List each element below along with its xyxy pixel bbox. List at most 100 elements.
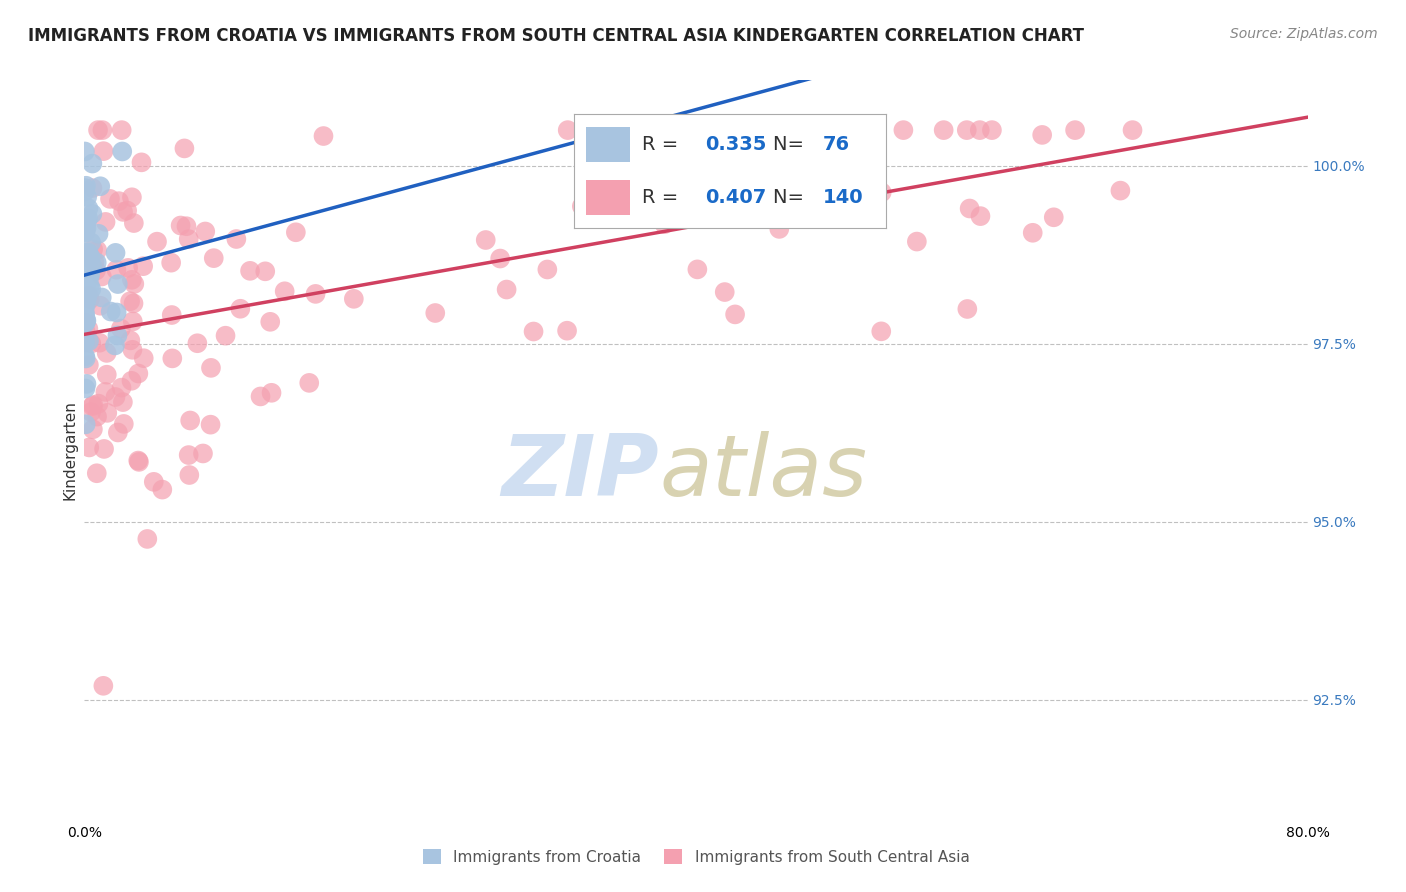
Point [75,280,97,294]
Point [75,221,97,235]
Point [756,123,779,137]
Point [82,398,104,412]
Point [121,374,143,388]
Point [132,351,155,366]
Point [956,123,979,137]
Point [120,334,142,348]
Point [73,349,96,363]
Point [75,334,97,349]
Point [121,343,143,357]
Point [77,202,100,216]
Point [83,254,105,268]
Point [980,123,1002,137]
Point [82,207,104,221]
Point [136,532,159,546]
Point [82,156,104,170]
Point [127,367,149,381]
Point [173,141,195,155]
Point [80,235,103,250]
Point [73,305,96,319]
Point [73,185,96,199]
Point [122,296,145,310]
Point [76,248,98,262]
Point [77,211,100,226]
Point [75,270,97,285]
Point [121,273,143,287]
Point [495,283,517,297]
Point [259,315,281,329]
Point [75,315,97,329]
Point [273,285,295,299]
Point [160,255,183,269]
Point [73,245,96,260]
Point [80,282,103,296]
Point [132,259,155,273]
Point [200,360,222,375]
Point [86,467,108,481]
Point [107,425,129,440]
Point [100,304,122,318]
Point [91,123,114,137]
Point [75,297,97,311]
Point [80,250,103,264]
Point [176,219,198,234]
Point [870,324,893,338]
Point [127,453,149,467]
Point [75,277,97,291]
Point [179,413,201,427]
Point [536,262,558,277]
Point [249,389,271,403]
Point [343,292,366,306]
Point [105,305,128,319]
Point [73,297,96,311]
Point [82,399,104,413]
Point [115,203,138,218]
Point [104,390,127,404]
Point [73,279,96,293]
Point [959,202,981,216]
Point [84,263,107,277]
Point [80,405,103,419]
Point [117,260,139,275]
Point [120,294,142,309]
Point [77,358,100,372]
Point [823,155,845,169]
Point [76,190,98,204]
Text: atlas: atlas [659,431,868,514]
Point [75,212,97,227]
Point [80,336,103,351]
Point [571,199,593,213]
Point [75,288,97,302]
Point [686,262,709,277]
Point [75,381,97,395]
Point [724,307,747,321]
Point [700,123,723,137]
Point [87,397,110,411]
Point [298,376,321,390]
Point [75,270,97,285]
Point [75,263,97,277]
Point [654,217,676,231]
Point [82,243,104,257]
Point [79,293,101,307]
Point [76,262,98,277]
Point [96,368,118,382]
Point [73,279,96,293]
Point [82,181,104,195]
Point [797,161,820,175]
Point [89,179,111,194]
Point [75,335,97,350]
Text: ZIP: ZIP [502,431,659,514]
Legend: Immigrants from Croatia, Immigrants from South Central Asia: Immigrants from Croatia, Immigrants from… [415,841,977,872]
Point [73,296,96,310]
Point [76,215,98,229]
Point [1022,226,1045,240]
Point [73,273,96,287]
Point [77,288,100,302]
Point [905,235,928,249]
Point [110,321,132,335]
Point [75,221,97,235]
Point [105,262,128,277]
Point [75,376,97,391]
Point [1064,123,1087,137]
